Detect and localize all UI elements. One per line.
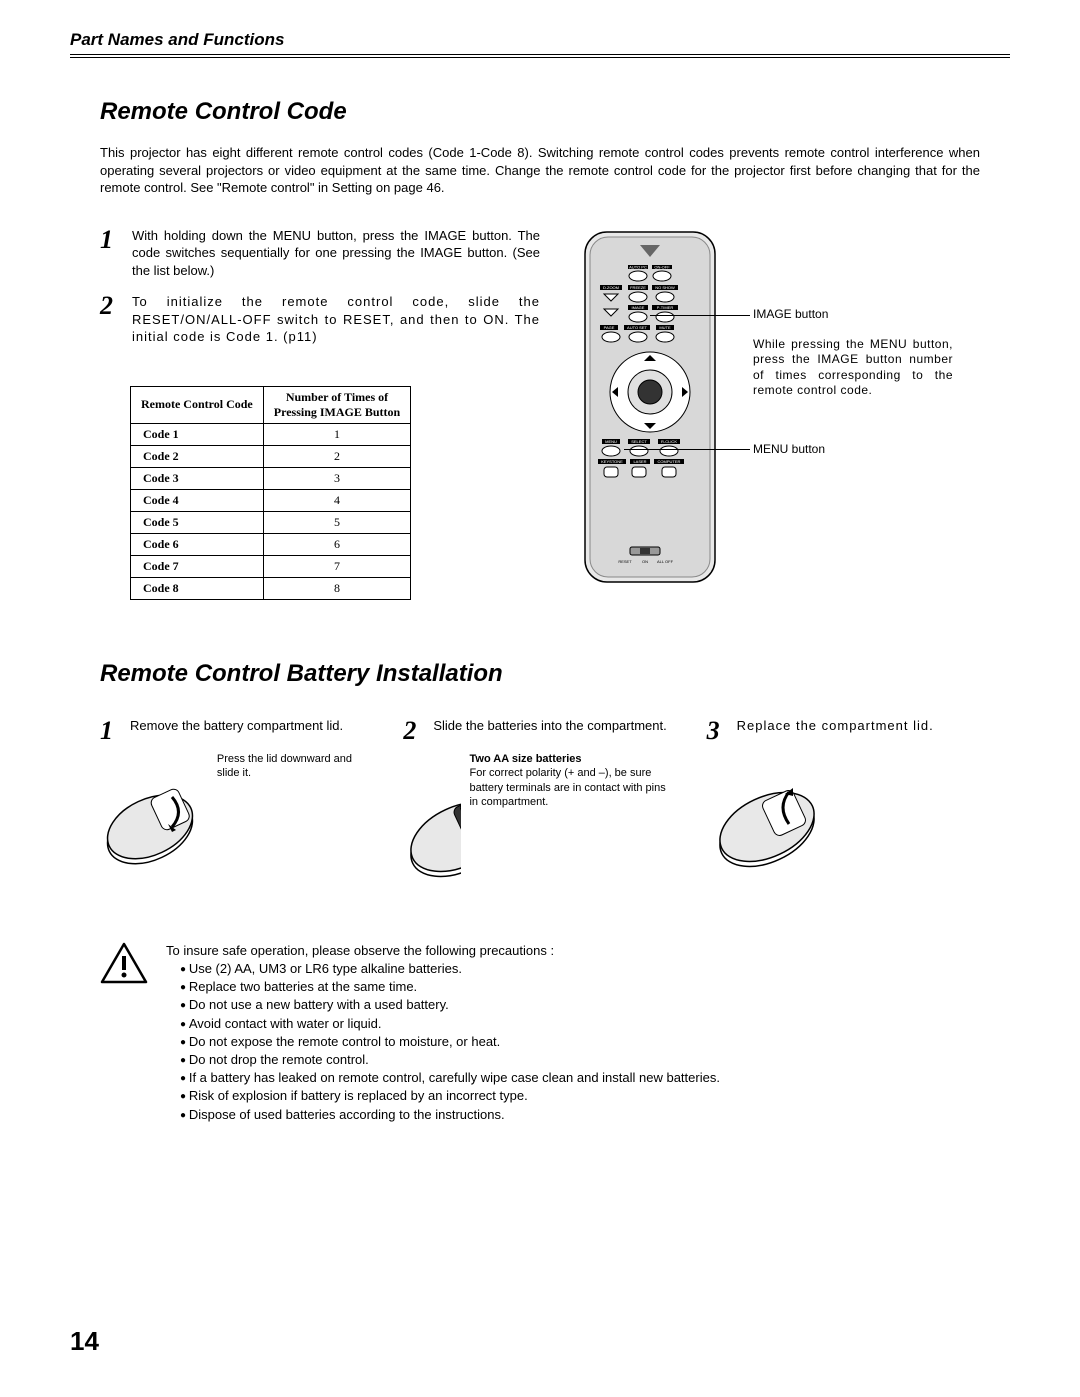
step-text: With holding down the MENU button, press… (132, 227, 540, 280)
table-row: Code 77 (131, 555, 411, 577)
table-row: Code 44 (131, 489, 411, 511)
svg-text:PAGE: PAGE (604, 325, 615, 330)
divider (70, 54, 1010, 55)
warning-intro: To insure safe operation, please observe… (166, 942, 720, 960)
svg-text:RESET: RESET (618, 559, 632, 564)
step-1: 1 With holding down the MENU button, pre… (100, 227, 540, 280)
table-header: Number of Times of Pressing IMAGE Button (263, 386, 410, 423)
svg-text:ON-OFF: ON-OFF (654, 264, 670, 269)
step-text: To initialize the remote control code, s… (132, 293, 540, 346)
breadcrumb: Part Names and Functions (70, 30, 1010, 50)
svg-text:IMAGE: IMAGE (632, 305, 645, 310)
table-row: Code 33 (131, 467, 411, 489)
list-item: Avoid contact with water or liquid. (180, 1015, 720, 1033)
warning-icon (100, 942, 148, 991)
list-item: Use (2) AA, UM3 or LR6 type alkaline bat… (180, 960, 720, 978)
table-row: Code 55 (131, 511, 411, 533)
svg-text:SELECT: SELECT (631, 439, 647, 444)
battery-step-3: 3 Replace the compartment lid. (707, 718, 980, 882)
list-item: If a battery has leaked on remote contro… (180, 1069, 720, 1087)
step-number: 1 (100, 718, 122, 744)
svg-text:MENU: MENU (605, 439, 617, 444)
battery-step-2: 2 Slide the batteries into the compartme… (403, 718, 676, 882)
svg-text:ON: ON (642, 559, 648, 564)
list-item: Do not use a new battery with a used bat… (180, 996, 720, 1014)
step-2: 2 To initialize the remote control code,… (100, 293, 540, 346)
table-header: Remote Control Code (131, 386, 264, 423)
remote-lid-icon (100, 752, 209, 872)
step-note: Two AA size batteries For correct polari… (469, 752, 676, 809)
step-number: 2 (100, 293, 122, 346)
remote-icon: AUTO PC ON-OFF D.ZOOM FREEZE NO SHOW IMA… (580, 227, 720, 587)
svg-text:NO SHOW: NO SHOW (655, 285, 675, 290)
divider (70, 57, 1010, 58)
battery-step-1: 1 Remove the battery compartment lid. Pr… (100, 718, 373, 882)
svg-text:AUTO SET: AUTO SET (627, 325, 647, 330)
step-number: 2 (403, 718, 425, 744)
svg-text:COMPUTER: COMPUTER (658, 459, 681, 464)
svg-text:R-CLICK: R-CLICK (661, 439, 677, 444)
list-item: Do not expose the remote control to mois… (180, 1033, 720, 1051)
section-title: Remote Control Battery Installation (100, 660, 980, 688)
callout-menu-button: MENU button (753, 442, 825, 458)
intro-text: This projector has eight different remot… (100, 144, 980, 197)
table-row: Code 22 (131, 445, 411, 467)
page-number: 14 (70, 1326, 99, 1357)
list-item: Replace two batteries at the same time. (180, 978, 720, 996)
svg-text:MUTE: MUTE (659, 325, 671, 330)
list-item: Risk of explosion if battery is replaced… (180, 1087, 720, 1105)
remote-diagram: AUTO PC ON-OFF D.ZOOM FREEZE NO SHOW IMA… (570, 227, 980, 600)
svg-text:FREEZE: FREEZE (630, 285, 646, 290)
callout-image-button: IMAGE button (753, 307, 828, 323)
step-text: Remove the battery compartment lid. (130, 718, 343, 735)
code-table: Remote Control Code Number of Times of P… (130, 386, 411, 600)
table-row: Code 88 (131, 577, 411, 599)
step-text: Slide the batteries into the compartment… (433, 718, 666, 735)
warning-list: Use (2) AA, UM3 or LR6 type alkaline bat… (166, 960, 720, 1124)
step-number: 3 (707, 718, 729, 744)
callout-text: While pressing the MENU button, press th… (753, 337, 953, 399)
list-item: Do not drop the remote control. (180, 1051, 720, 1069)
svg-text:ALL OFF: ALL OFF (657, 559, 674, 564)
remote-batteries-icon (403, 752, 461, 882)
svg-text:AUTO PC: AUTO PC (629, 264, 647, 269)
table-row: Code 66 (131, 533, 411, 555)
step-note: Press the lid downward and slide it. (217, 752, 373, 781)
svg-text:D.ZOOM: D.ZOOM (603, 285, 619, 290)
step-text: Replace the compartment lid. (737, 718, 934, 735)
step-number: 1 (100, 227, 122, 280)
section-title: Remote Control Code (100, 98, 980, 126)
table-row: Code 11 (131, 423, 411, 445)
svg-text:P-TIMER: P-TIMER (657, 305, 674, 310)
svg-text:LASER: LASER (633, 459, 646, 464)
list-item: Dispose of used batteries according to t… (180, 1106, 720, 1124)
svg-text:KEYSTONE: KEYSTONE (601, 459, 623, 464)
warning-block: To insure safe operation, please observe… (100, 942, 980, 1124)
remote-closed-icon (707, 752, 837, 872)
